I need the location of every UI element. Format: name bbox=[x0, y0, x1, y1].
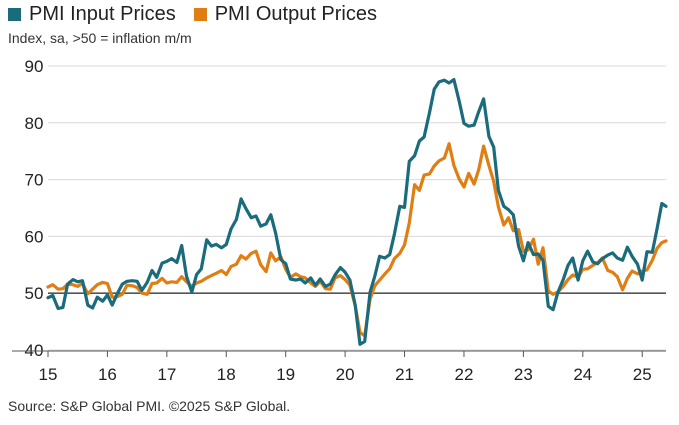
y-tick-label-70: 70 bbox=[25, 171, 44, 190]
x-tick-label-23: 23 bbox=[514, 365, 533, 384]
x-tick-label-18: 18 bbox=[217, 365, 236, 384]
x-tick-label-19: 19 bbox=[276, 365, 295, 384]
legend-label-input: PMI Input Prices bbox=[29, 3, 176, 25]
x-tick-label-17: 17 bbox=[157, 365, 176, 384]
y-tick-label-60: 60 bbox=[25, 227, 44, 246]
gridlines bbox=[48, 65, 666, 351]
series-line-input-prices bbox=[46, 78, 668, 346]
x-tick-label-21: 21 bbox=[395, 365, 414, 384]
x-tick-label-22: 22 bbox=[455, 365, 474, 384]
x-tick-label-25: 25 bbox=[633, 365, 652, 384]
legend-swatch-input bbox=[8, 8, 21, 21]
y-tick-label-90: 90 bbox=[25, 57, 44, 76]
x-tick-label-15: 15 bbox=[39, 365, 58, 384]
legend-item-input: PMI Input Prices bbox=[8, 3, 176, 26]
legend-label-output: PMI Output Prices bbox=[214, 3, 377, 25]
legend-swatch-output bbox=[193, 8, 207, 21]
x-tick-label-24: 24 bbox=[573, 365, 592, 384]
source-note: Source: S&P Global PMI. ©2025 S&P Global… bbox=[8, 398, 291, 414]
series-lines bbox=[46, 78, 668, 346]
legend-item-output: PMI Output Prices bbox=[193, 3, 377, 26]
x-tick-label-16: 16 bbox=[98, 365, 117, 384]
chart-subtitle: Index, sa, >50 = inflation m/m bbox=[8, 30, 192, 46]
y-tick-label-50: 50 bbox=[25, 284, 44, 303]
y-tick-label-80: 80 bbox=[25, 114, 44, 133]
legend: PMI Input Prices PMI Output Prices bbox=[8, 3, 377, 26]
x-tick-label-20: 20 bbox=[336, 365, 355, 384]
